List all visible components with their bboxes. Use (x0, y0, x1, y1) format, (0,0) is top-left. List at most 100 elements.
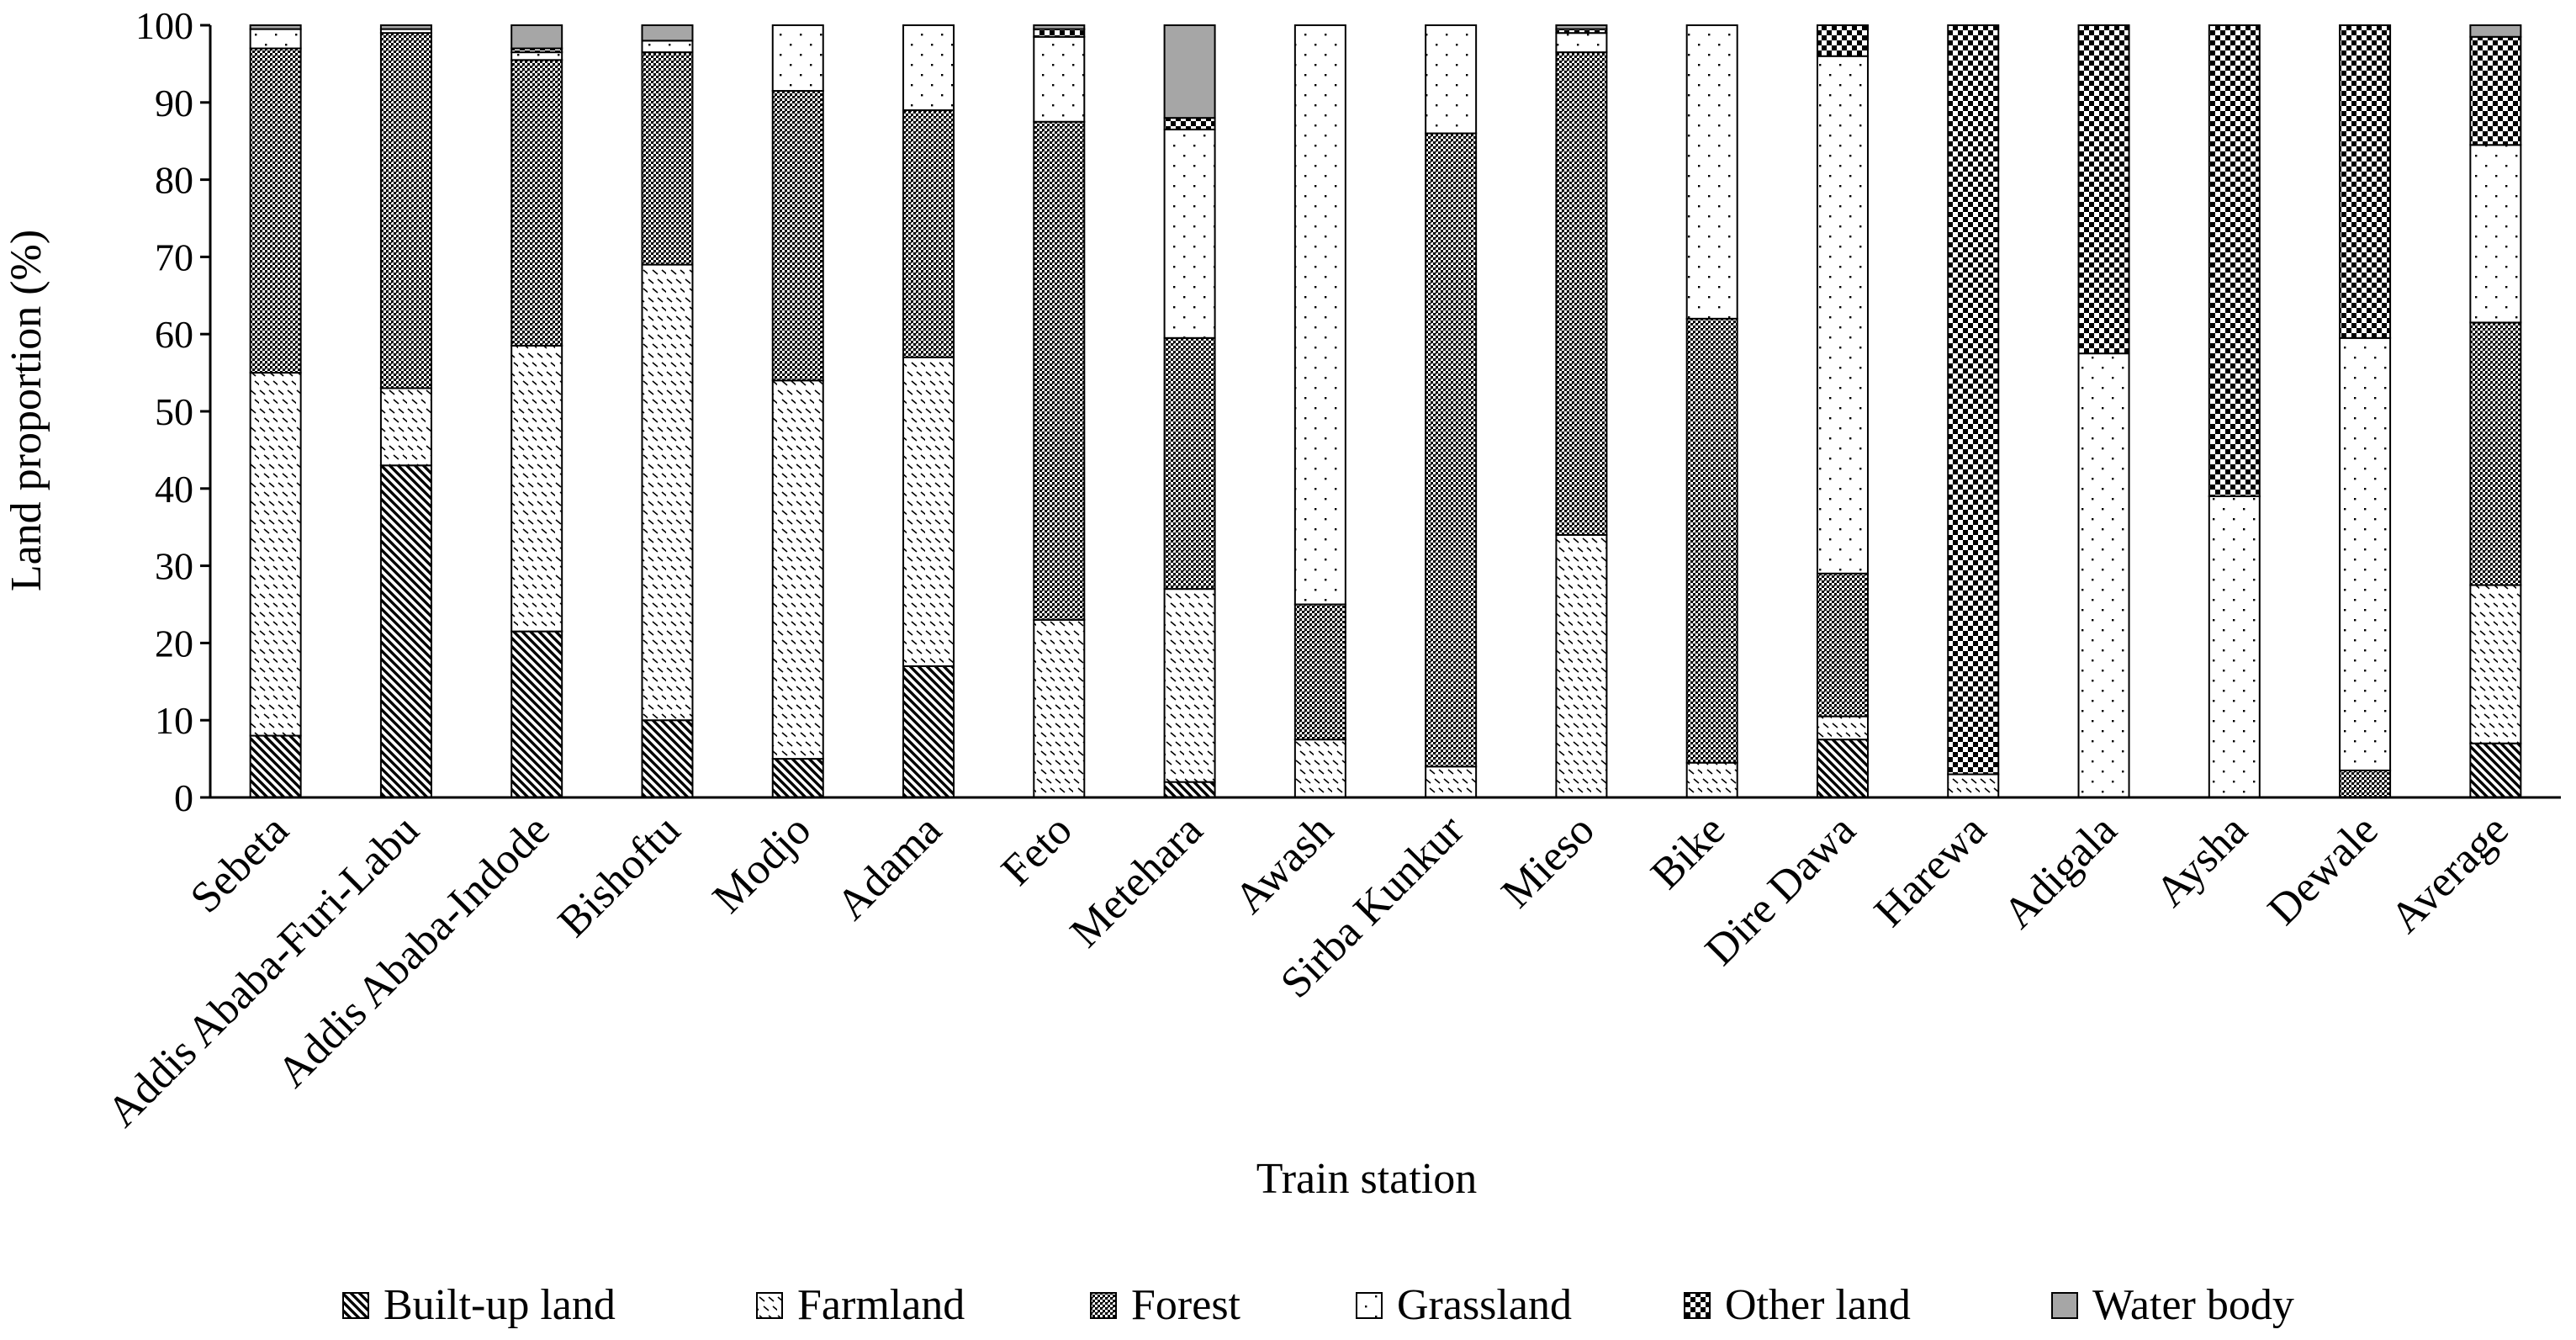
bar-segment-water-body (641, 24, 694, 42)
bar-segment-grassland (1685, 24, 1738, 320)
bar-segment-built-up-land (510, 630, 563, 798)
x-category-label: Mieso (1493, 806, 1604, 917)
y-tick-label: 10 (155, 699, 193, 742)
legend-label: Water body (2092, 1281, 2294, 1329)
bar-segment-forest (510, 59, 563, 347)
legend-swatch (1356, 1292, 1383, 1319)
legend-item-water-body: Water body (2051, 1281, 2294, 1329)
bar-segment-built-up-land (771, 758, 824, 798)
bar-segment-grassland (1033, 35, 1086, 123)
y-tick-label: 90 (155, 82, 193, 124)
bar-segment-forest (1163, 336, 1216, 591)
bar-segment-water-body (1033, 24, 1086, 30)
x-category-label: Dewale (2259, 806, 2388, 935)
bar-segment-grassland (2339, 336, 2392, 771)
bar-segment-grassland (2077, 352, 2130, 798)
bar-segment-water-body (2469, 24, 2522, 38)
legend-item-grassland: Grassland (1356, 1281, 1572, 1329)
bar-stack-awash (1293, 24, 1346, 799)
legend-swatch (1684, 1292, 1711, 1319)
bar-segment-other-land (1816, 24, 1869, 57)
y-tick-label: 50 (155, 390, 193, 433)
bar-segment-farmland (510, 344, 563, 633)
bar-segment-forest (1685, 317, 1738, 764)
y-tick-label: 70 (155, 236, 193, 278)
bar-segment-farmland (1555, 533, 1608, 798)
legend-item-farmland: Farmland (756, 1281, 965, 1329)
bar-stack-bishoftu (641, 24, 694, 799)
bar-segment-farmland (1293, 739, 1346, 799)
legend-swatch (1090, 1292, 1117, 1319)
bar-segment-farmland (2469, 584, 2522, 744)
bar-segment-grassland (1816, 55, 1869, 575)
bar-segment-water-body (379, 24, 432, 30)
legend-swatch (2051, 1292, 2078, 1319)
bar-segment-forest (1033, 120, 1086, 621)
bar-segment-forest (1555, 51, 1608, 536)
x-category-label: Bishoftu (549, 806, 690, 946)
bar-segment-grassland (1293, 24, 1346, 606)
bar-stack-metehara (1163, 24, 1216, 799)
bar-segment-farmland (249, 372, 302, 737)
bar-segment-farmland (1163, 588, 1216, 783)
bar-segment-forest (641, 51, 694, 266)
bar-segment-forest (379, 32, 432, 389)
y-axis-title: Land proportion (%) (3, 230, 50, 591)
bar-segment-forest (2469, 321, 2522, 586)
y-tick-label: 40 (155, 468, 193, 511)
bars (249, 24, 2522, 799)
bar-stack-sebeta (249, 24, 302, 798)
bar-segment-grassland (1163, 128, 1216, 339)
bar-stack-aysha (2208, 24, 2261, 798)
bar-segment-farmland (1816, 715, 1869, 741)
legend-label: Other land (1725, 1281, 1911, 1329)
y-tick-label: 0 (174, 776, 193, 819)
bar-stack-dewale (2339, 24, 2392, 798)
x-category-label: Sebeta (182, 806, 298, 922)
bar-segment-farmland (641, 263, 694, 722)
bar-stack-average (2469, 24, 2522, 798)
bar-segment-grassland (249, 28, 302, 50)
legend-item-other-land: Other land (1684, 1281, 1911, 1329)
bar-segment-farmland (902, 356, 955, 667)
bar-stack-dire-dawa (1816, 24, 1869, 799)
bar-segment-water-body (249, 24, 302, 30)
bar-segment-forest (771, 90, 824, 382)
legend-label: Grassland (1397, 1281, 1572, 1329)
bar-segment-built-up-land (902, 665, 955, 798)
legend-label: Farmland (797, 1281, 965, 1329)
bar-stack-addis-ababa-furi-labu (379, 24, 432, 798)
x-category-label: Adigala (1994, 806, 2126, 938)
bar-segment-other-land (2077, 24, 2130, 355)
legend-item-built-up-land: Built-up land (342, 1281, 616, 1329)
bar-stack-feto (1033, 24, 1086, 798)
bar-segment-grassland (510, 51, 563, 61)
bar-segment-farmland (1425, 765, 1478, 799)
x-category-label: Metehara (1061, 806, 1212, 956)
bar-segment-other-land (2208, 24, 2261, 497)
bar-segment-forest (1816, 572, 1869, 718)
bar-segment-grassland (902, 24, 955, 111)
legend-swatch (342, 1292, 369, 1319)
bar-segment-built-up-land (641, 719, 694, 799)
bar-segment-grassland (1555, 32, 1608, 54)
bar-segment-forest (1425, 132, 1478, 768)
bar-segment-farmland (1033, 618, 1086, 798)
y-tick-label: 100 (135, 4, 193, 47)
bar-segment-other-land (2469, 35, 2522, 146)
legend: Built-up land Farmland Forest Grassland Othe… (342, 1281, 2294, 1329)
bar-segment-built-up-land (379, 464, 432, 798)
bar-segment-grassland (771, 24, 824, 93)
bar-segment-farmland (771, 379, 824, 760)
legend-swatch (756, 1292, 783, 1319)
x-category-label: Aysha (2146, 806, 2256, 916)
bar-segment-other-land (1033, 28, 1086, 38)
y-tick-label: 20 (155, 622, 193, 665)
x-category-label: Modjo (704, 806, 820, 922)
bar-stack-sirba-kunkur (1425, 24, 1478, 799)
bar-segment-built-up-land (1816, 739, 1869, 799)
bar-segment-grassland (641, 40, 694, 54)
bar-segment-farmland (1947, 773, 2000, 799)
